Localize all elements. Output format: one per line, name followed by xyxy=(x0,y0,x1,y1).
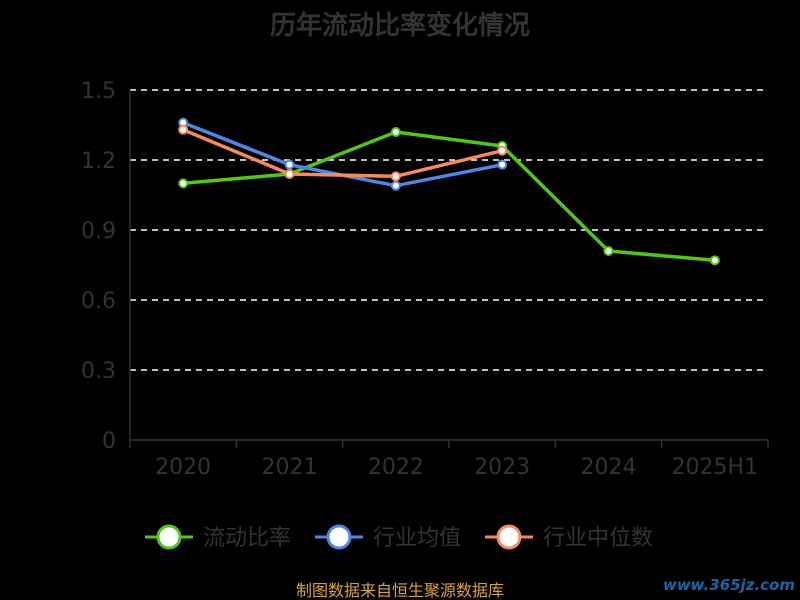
data-point[interactable] xyxy=(497,145,508,156)
chart-title: 历年流动比率变化情况 xyxy=(270,10,530,41)
legend: 流动比率 行业均值 行业中位数 xyxy=(145,524,653,551)
y-tick-label: 0.6 xyxy=(81,289,116,314)
x-tick-label: 2024 xyxy=(581,455,637,480)
data-point[interactable] xyxy=(178,124,189,135)
legend-item[interactable]: 行业均值 xyxy=(315,524,461,551)
series-1 xyxy=(178,127,720,266)
x-tick-label: 2023 xyxy=(474,455,530,480)
data-point[interactable] xyxy=(390,180,401,191)
series-line xyxy=(183,130,715,263)
data-point[interactable] xyxy=(390,171,401,182)
x-tick-label: 2022 xyxy=(368,455,424,480)
data-point[interactable] xyxy=(709,255,720,266)
data-point[interactable] xyxy=(284,169,295,179)
x-tick-label: 2025H1 xyxy=(672,455,759,480)
axes: 0 0.3 0.6 0.9 1.2 1.5 2020 2021 2022 2023 2024 2025… xyxy=(81,79,769,480)
legend-marker xyxy=(156,524,182,550)
y-tick-label: 0 xyxy=(102,429,116,454)
data-point[interactable] xyxy=(497,159,508,170)
data-point[interactable] xyxy=(178,178,189,189)
legend-item[interactable]: 行业中位数 xyxy=(485,524,653,551)
series-lines xyxy=(178,117,720,266)
x-tick-label: 2021 xyxy=(262,455,318,480)
legend-marker xyxy=(326,524,352,550)
grid-lines xyxy=(130,89,768,371)
legend-label: 行业均值 xyxy=(373,526,461,551)
series-line xyxy=(182,128,503,179)
y-tick-label: 1.2 xyxy=(81,149,116,174)
data-point[interactable] xyxy=(603,246,614,256)
y-tick-label: 1.5 xyxy=(81,79,116,104)
legend-label: 行业中位数 xyxy=(543,526,653,551)
source-note: 制图数据来自恒生聚源数据库 xyxy=(296,581,504,600)
series-3 xyxy=(178,124,508,182)
data-point[interactable] xyxy=(284,159,295,170)
data-point[interactable] xyxy=(390,127,401,137)
y-tick-label: 0.9 xyxy=(81,219,116,244)
x-tick-label: 2020 xyxy=(155,455,211,480)
legend-label: 流动比率 xyxy=(203,526,291,551)
legend-item[interactable]: 流动比率 xyxy=(145,524,291,551)
y-tick-label: 0.3 xyxy=(81,359,116,384)
legend-marker xyxy=(496,524,522,550)
watermark: www.365jz.com xyxy=(663,576,795,594)
